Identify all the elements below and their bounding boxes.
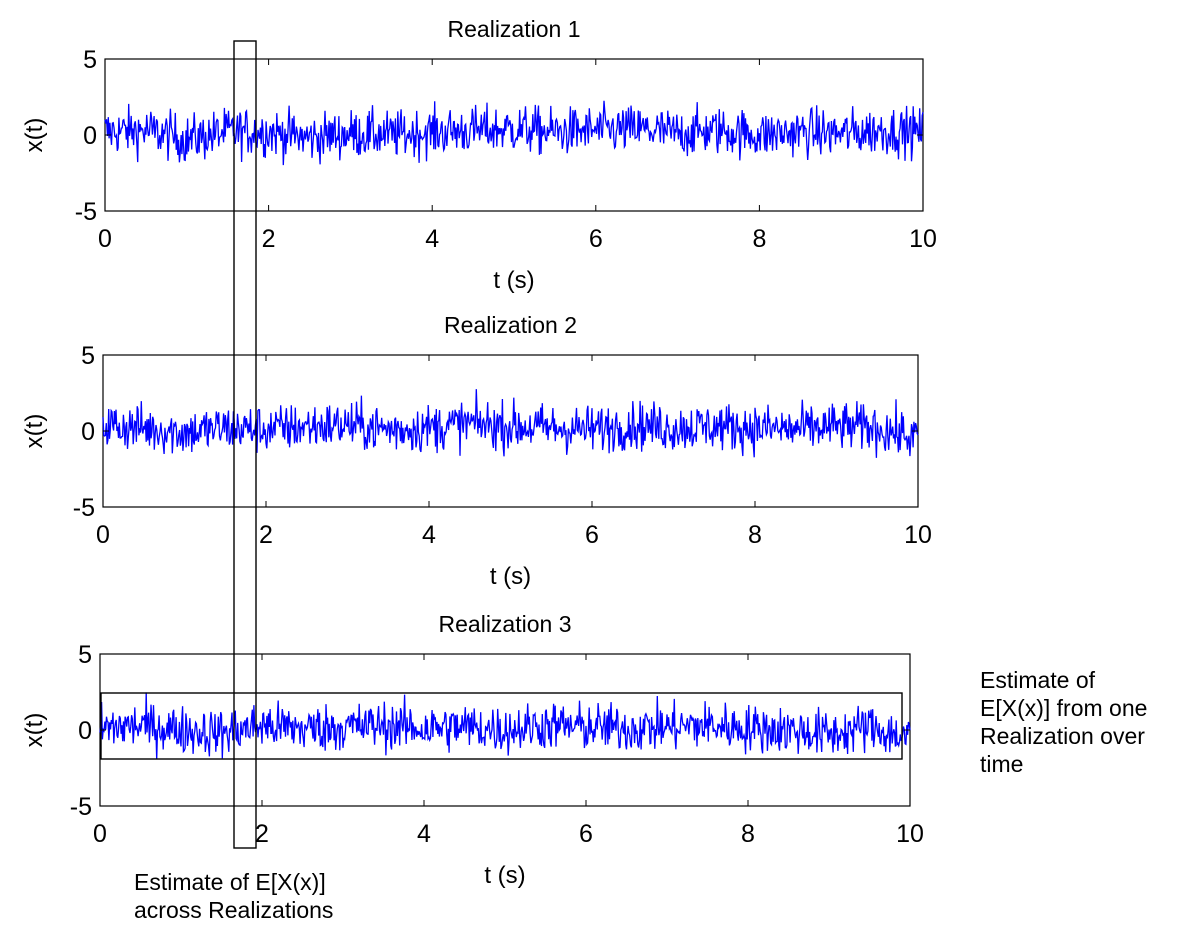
plot2-x-tick-label: 2 <box>259 521 273 549</box>
plot1-x-tick-label: 4 <box>425 225 439 253</box>
plot3-y-tick-label: 5 <box>78 641 92 669</box>
plot1-x-tick-label: 2 <box>262 225 276 253</box>
over-time-box <box>100 692 903 760</box>
plot3-y-tick-label: 0 <box>78 717 92 745</box>
plot1-y-tick-label: 0 <box>83 122 97 150</box>
plot2-y-tick-label: 5 <box>81 342 95 370</box>
plot1-x-tick-label: 6 <box>589 225 603 253</box>
plot2-x-tick-label: 4 <box>422 521 436 549</box>
plot3-y-axis-label: x(t) <box>21 713 48 748</box>
plot3-series-line <box>99 692 911 760</box>
plot2-y-tick-label: 0 <box>81 418 95 446</box>
annotation-over-time: Estimate of E[X(x)] from one Realization… <box>980 667 1148 777</box>
plot3-x-tick-label: 4 <box>417 820 431 848</box>
plot2-x-tick-label: 6 <box>585 521 599 549</box>
plot1-x-tick-label: 0 <box>98 225 112 253</box>
plot2-title: Realization 2 <box>444 312 577 338</box>
plot3-x-axis-label: t (s) <box>484 862 525 889</box>
plot1-y-axis-label: x(t) <box>21 118 48 153</box>
plot3-y-tick-label: -5 <box>70 793 92 821</box>
plot3-x-tick-label: 2 <box>255 820 269 848</box>
plot3-x-tick-label: 0 <box>93 820 107 848</box>
plot1-y-tick-label: 5 <box>83 46 97 74</box>
plot2-x-tick-label: 10 <box>904 521 932 549</box>
across-realizations-box <box>233 40 257 849</box>
annotation-across-realizations: Estimate of E[X(x)] across Realizations <box>134 869 334 923</box>
plot3-x-tick-label: 8 <box>741 820 755 848</box>
plot1-series-line <box>104 100 924 166</box>
plot3-x-tick-label: 10 <box>896 820 924 848</box>
plot1-x-axis-label: t (s) <box>493 267 534 294</box>
plot1-x-tick-label: 8 <box>752 225 766 253</box>
plot1-y-tick-label: -5 <box>75 198 97 226</box>
plot2-series-line <box>102 389 919 458</box>
plot3-title: Realization 3 <box>439 611 572 637</box>
plot2-x-tick-label: 0 <box>96 521 110 549</box>
plot2-x-axis-label: t (s) <box>490 563 531 590</box>
plot1-axes-box <box>104 58 924 212</box>
plot1-x-tick-label: 10 <box>909 225 937 253</box>
plot2-y-axis-label: x(t) <box>21 414 48 449</box>
plot1-title: Realization 1 <box>448 16 581 42</box>
plot2-y-tick-label: -5 <box>73 494 95 522</box>
plot2-x-tick-label: 8 <box>748 521 762 549</box>
plot3-x-tick-label: 6 <box>579 820 593 848</box>
